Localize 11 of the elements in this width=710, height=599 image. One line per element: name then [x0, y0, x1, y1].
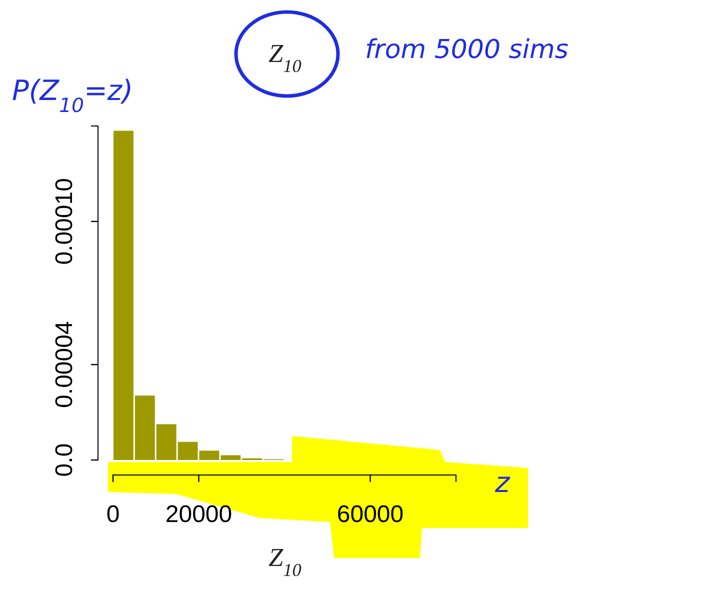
chart-title: Z$_{10}$ [268, 39, 302, 76]
x-tick-label: 60000 [336, 501, 404, 528]
x-axis-title: Z$_{10}$ [268, 543, 302, 580]
y-tick-label: 0.00010 [51, 178, 78, 265]
text: z [494, 466, 511, 499]
y-tick-label: 0.0 [51, 443, 78, 477]
x-tick-label: 0 [106, 501, 120, 528]
text: P(Z$_{10}$=z) [12, 74, 134, 116]
y-tick-label: 0.00004 [51, 321, 78, 408]
x-tick-label: 20000 [165, 501, 232, 528]
text: from 5000 sims [365, 35, 568, 65]
